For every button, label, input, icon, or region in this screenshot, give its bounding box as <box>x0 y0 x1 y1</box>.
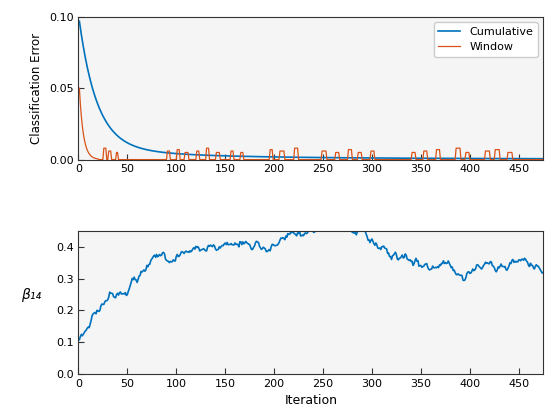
Window <box>96 157 102 162</box>
Cumulative <box>396 156 403 161</box>
Window <box>359 157 366 162</box>
Window <box>76 86 83 91</box>
Cumulative <box>77 26 83 31</box>
Cumulative <box>479 156 486 161</box>
Cumulative <box>358 155 365 160</box>
Window <box>397 157 404 162</box>
Window <box>480 157 487 162</box>
Y-axis label: β₁₄: β₁₄ <box>21 289 41 302</box>
Cumulative <box>109 128 116 133</box>
Window <box>413 157 419 162</box>
Y-axis label: Classification Error: Classification Error <box>30 33 43 144</box>
Cumulative <box>412 156 418 161</box>
Cumulative <box>76 18 83 24</box>
Legend: Cumulative, Window: Cumulative, Window <box>434 22 538 57</box>
Window <box>540 157 547 162</box>
Window <box>77 102 83 107</box>
Line: Window: Window <box>80 88 543 160</box>
X-axis label: Iteration: Iteration <box>284 394 337 407</box>
Line: Cumulative: Cumulative <box>80 21 543 159</box>
Window <box>110 157 117 162</box>
Cumulative <box>540 156 547 161</box>
